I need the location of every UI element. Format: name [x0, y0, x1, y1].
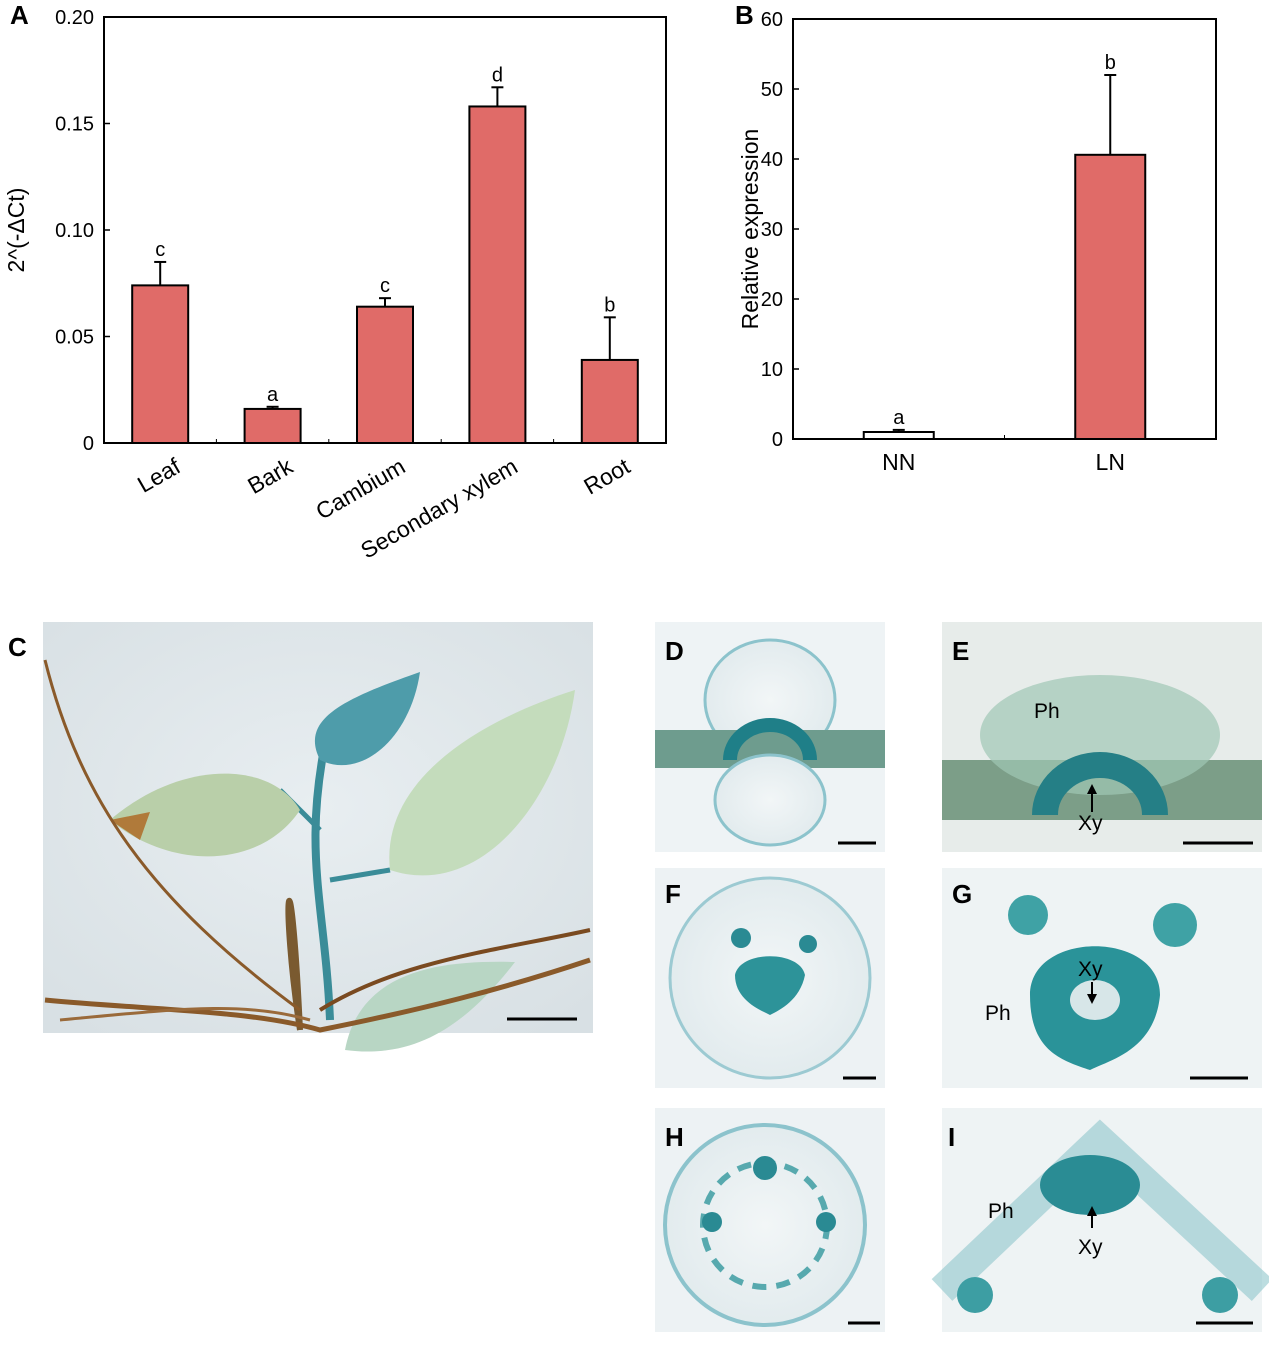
annotation: Xy: [1078, 812, 1103, 835]
image-d: [655, 622, 885, 852]
x-tick-label: Root: [579, 453, 635, 500]
bar: [243, 407, 302, 445]
significance-letter: a: [893, 407, 905, 429]
bar: [580, 358, 639, 444]
annotation: Ph: [988, 1200, 1014, 1223]
y-axis-label: 2^(-ΔCt): [3, 188, 29, 273]
panel-label: A: [10, 0, 29, 30]
bar: [862, 431, 935, 440]
panel-label: D: [665, 636, 684, 666]
y-tick-label: 0.05: [55, 327, 94, 349]
significance-letter: c: [155, 239, 165, 261]
image-h: [655, 1108, 885, 1332]
significance-letter: c: [380, 275, 390, 297]
image-c: [43, 622, 593, 1052]
image-e: [942, 622, 1262, 852]
image-f: [655, 868, 885, 1088]
significance-letter: a: [267, 384, 279, 406]
y-tick-label: 0: [83, 433, 94, 455]
panel-label: G: [952, 879, 972, 909]
annotation: Ph: [985, 1002, 1011, 1025]
significance-letter: d: [492, 64, 503, 86]
y-tick-label: 50: [761, 79, 783, 101]
annotation: Xy: [1078, 958, 1103, 981]
image-i: [931, 1108, 1269, 1332]
annotation: Xy: [1078, 1236, 1103, 1259]
y-tick-label: 40: [761, 149, 783, 171]
panel-label: I: [948, 1122, 955, 1152]
x-tick-label: LN: [1096, 449, 1125, 475]
significance-letter: b: [1105, 52, 1116, 74]
panel-label: E: [952, 636, 969, 666]
plot-frame: [792, 18, 1217, 440]
panel-label: H: [665, 1122, 684, 1152]
y-tick-label: 0: [772, 429, 783, 451]
x-tick-label: Cambium: [311, 453, 409, 525]
y-tick-label: 0.10: [55, 220, 94, 242]
image-g: [942, 868, 1262, 1088]
y-tick-label: 0.20: [55, 7, 94, 29]
y-tick-label: 0.15: [55, 114, 94, 136]
bar: [468, 105, 527, 445]
y-axis-label: Relative expression: [737, 129, 763, 330]
x-tick-label: Leaf: [133, 453, 185, 498]
annotation: Ph: [1034, 700, 1060, 723]
y-tick-label: 30: [761, 219, 783, 241]
y-tick-label: 10: [761, 359, 783, 381]
panel-label: F: [665, 879, 681, 909]
y-tick-label: 20: [761, 289, 783, 311]
significance-letter: b: [604, 294, 615, 316]
y-tick-label: 60: [761, 9, 783, 31]
x-tick-label: Bark: [243, 453, 297, 499]
bar: [356, 305, 414, 444]
panel-label: C: [8, 632, 27, 662]
bar: [131, 284, 190, 444]
bar: [1074, 153, 1147, 441]
x-tick-label: NN: [882, 449, 915, 475]
panel-label: B: [735, 0, 754, 30]
